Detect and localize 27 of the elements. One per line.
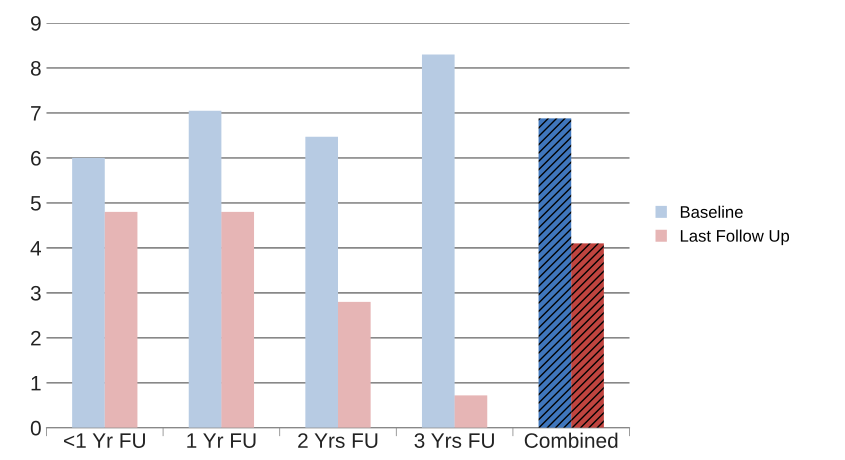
y-tick-label: 3 [30,286,41,301]
legend-label: Baseline [680,206,743,218]
x-tick-label: 1 Yr FU [187,433,256,448]
bar [422,54,455,428]
bar [104,212,138,428]
bar [538,118,572,428]
y-tick-label: 7 [31,106,41,121]
y-tick-label: 4 [30,241,42,256]
bar [305,136,338,428]
bar [72,158,105,428]
y-tick-label: 1 [32,376,41,390]
y-tick-label: 5 [30,196,41,211]
y-tick-label: 6 [31,150,41,166]
y-tick-label: 8 [30,60,41,76]
legend-label: Last Follow Up [680,230,790,246]
x-tick-label: 3 Yrs FU [414,433,494,448]
y-tick-label: 9 [31,16,41,31]
x-tick-label: 2 Yrs FU [298,433,378,448]
x-tick-label: Combined [524,432,618,448]
y-tick-label: 2 [31,330,41,346]
bar [454,395,488,428]
bar [221,212,254,428]
bar [571,243,604,428]
y-tick-label: 0 [30,420,41,436]
bar [188,110,222,428]
bar [338,302,371,428]
x-tick-label: <1 Yr FU [64,433,145,448]
